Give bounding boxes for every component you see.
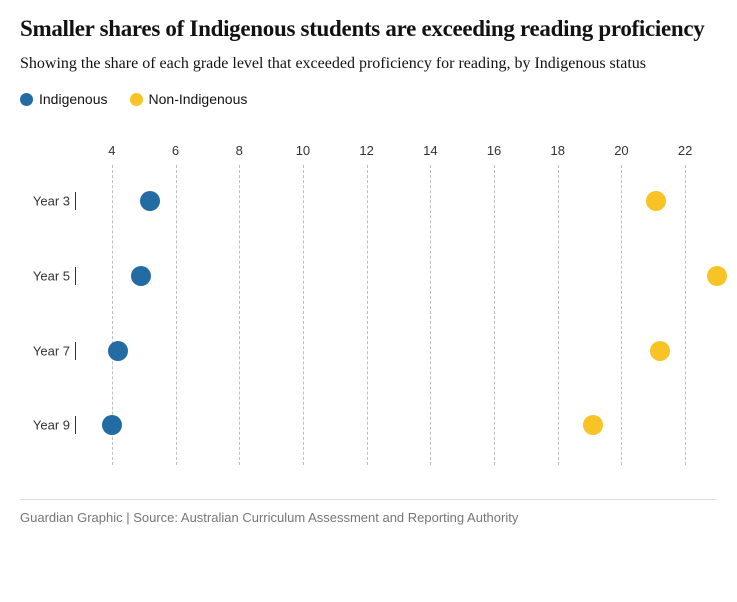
legend-label: Indigenous [39, 91, 108, 107]
gridline [239, 165, 240, 465]
data-point [131, 266, 151, 286]
chart-footer: Guardian Graphic | Source: Australian Cu… [20, 499, 717, 525]
gridline [367, 165, 368, 465]
x-tick-label: 8 [236, 143, 243, 158]
gridline [685, 165, 686, 465]
legend: Indigenous Non-Indigenous [20, 91, 717, 107]
data-point [102, 415, 122, 435]
category-label: Year 9 [20, 418, 70, 433]
data-point [707, 266, 727, 286]
gridline [430, 165, 431, 465]
category-tick [75, 416, 80, 434]
x-tick-label: 4 [108, 143, 115, 158]
category-label: Year 3 [20, 194, 70, 209]
gridline [558, 165, 559, 465]
data-point [646, 191, 666, 211]
x-tick-label: 10 [296, 143, 310, 158]
category-label: Year 5 [20, 268, 70, 283]
category-tick [75, 192, 80, 210]
chart-title: Smaller shares of Indigenous students ar… [20, 16, 717, 42]
legend-item: Indigenous [20, 91, 108, 107]
x-tick-label: 6 [172, 143, 179, 158]
legend-label: Non-Indigenous [149, 91, 248, 107]
data-point [583, 415, 603, 435]
x-tick-label: 14 [423, 143, 437, 158]
legend-item: Non-Indigenous [130, 91, 248, 107]
gridline [303, 165, 304, 465]
x-tick-label: 12 [359, 143, 373, 158]
data-point [140, 191, 160, 211]
legend-dot [130, 93, 143, 106]
chart-area: 46810121416182022 Year 3Year 5Year 7Year… [20, 135, 717, 485]
legend-dot [20, 93, 33, 106]
gridline [176, 165, 177, 465]
data-point [108, 341, 128, 361]
chart-subtitle: Showing the share of each grade level th… [20, 54, 717, 75]
category-label: Year 7 [20, 343, 70, 358]
x-tick-label: 20 [614, 143, 628, 158]
x-tick-label: 16 [487, 143, 501, 158]
category-tick [75, 342, 80, 360]
data-point [650, 341, 670, 361]
gridline [494, 165, 495, 465]
category-tick [75, 267, 80, 285]
x-tick-label: 18 [551, 143, 565, 158]
plot-area: 46810121416182022 [80, 165, 717, 465]
gridline [621, 165, 622, 465]
x-tick-label: 22 [678, 143, 692, 158]
